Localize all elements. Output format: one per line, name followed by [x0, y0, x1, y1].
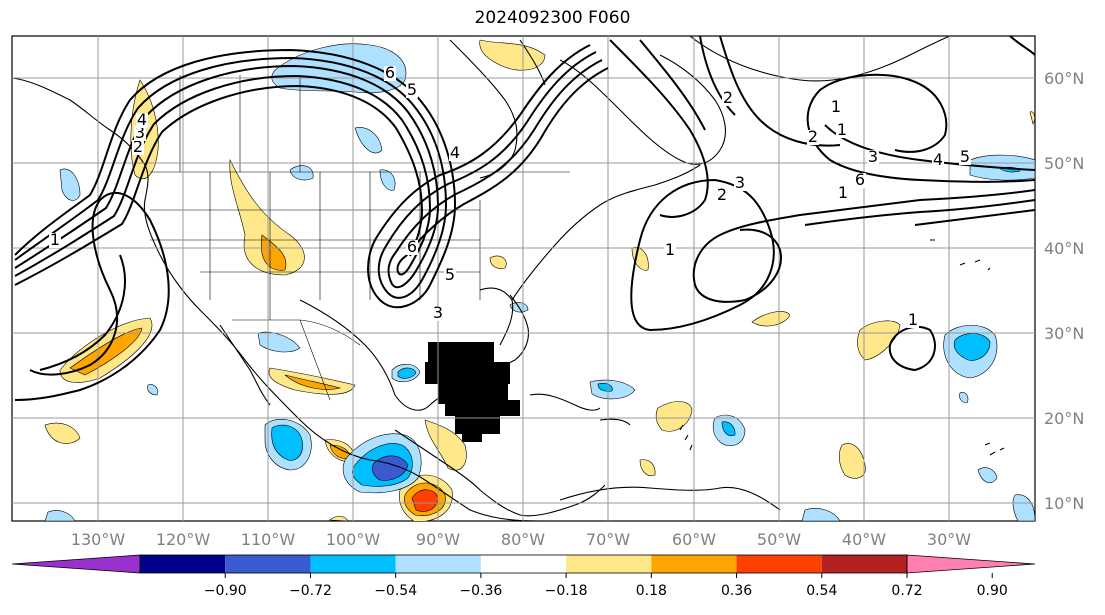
contour-label: 2 [808, 127, 818, 146]
lon-label: 80°W [501, 530, 545, 549]
colorbar-tick-label: −0.54 [374, 583, 417, 599]
colorbar-swatch [480, 555, 567, 573]
colorbar-swatch [310, 555, 396, 573]
contour-label: 5 [445, 265, 455, 284]
contour-label: 6 [385, 63, 395, 82]
colorbar-swatch [225, 555, 311, 573]
contour-label: 5 [407, 80, 417, 99]
lon-label: 100°W [326, 530, 381, 549]
contour-label: 4 [450, 143, 460, 162]
lon-label: 30°W [927, 530, 971, 549]
political-borders [150, 75, 570, 401]
contour-label: 2 [717, 185, 727, 204]
colorbar-tick-label: 0.90 [977, 583, 1008, 599]
coastlines [12, 36, 1005, 521]
lat-label: 30°N [1044, 324, 1084, 343]
lon-label: 90°W [416, 530, 460, 549]
colorbar-swatch [651, 555, 737, 573]
contour-label: 3 [135, 123, 145, 142]
contour-label: 4 [137, 110, 147, 129]
contour-label: 4 [933, 150, 943, 169]
colorbar-tick-label: 0.72 [891, 583, 922, 599]
contour-label: 1 [837, 120, 847, 139]
lon-label: 40°W [842, 530, 886, 549]
contour-label: 1 [665, 240, 675, 259]
colorbar-swatch [395, 555, 481, 573]
contour-label: 1 [50, 230, 60, 249]
lon-label: 120°W [156, 530, 211, 549]
colorbar-tick-label: 0.36 [721, 583, 752, 599]
contour-label: 3 [433, 303, 443, 322]
colorbar-tick-label: −0.36 [459, 583, 502, 599]
map-title: 2024092300 F060 [474, 8, 631, 28]
marker-cluster [425, 342, 520, 442]
shaded-anomalies [44, 39, 1035, 521]
lon-label: 70°W [586, 530, 630, 549]
lat-label: 40°N [1044, 239, 1084, 258]
colorbar-tick-label: −0.90 [204, 583, 247, 599]
longitude-labels: 130°W 120°W 110°W 100°W 90°W 80°W 70°W 60°W 50°W… [71, 530, 971, 549]
contour-label: 1 [838, 183, 848, 202]
lon-label: 130°W [71, 530, 126, 549]
lon-label: 110°W [241, 530, 296, 549]
latitude-labels: 60°N 50°N 40°N 30°N 20°N 10°N [1044, 69, 1084, 513]
contour-label: 6 [407, 237, 417, 256]
contour-label: 3 [868, 147, 878, 166]
contour-label: 3 [735, 173, 745, 192]
contour-label: 1 [831, 97, 841, 116]
colorbar-swatch [736, 555, 822, 573]
colorbar: −0.90 −0.72 −0.54 −0.36 −0.18 0.18 0.36 0.54 0.7… [11, 554, 1036, 599]
contour-label: 5 [960, 147, 970, 166]
lat-label: 60°N [1044, 69, 1084, 88]
lon-label: 50°W [757, 530, 801, 549]
contour-label: 2 [723, 88, 733, 107]
colorbar-tick-label: −0.72 [289, 583, 332, 599]
colorbar-swatch [566, 555, 652, 573]
lat-label: 20°N [1044, 409, 1084, 428]
colorbar-tick-label: 0.54 [806, 583, 837, 599]
colorbar-swatch [140, 555, 226, 573]
contour-label: 2 [133, 137, 143, 156]
colorbar-tick-label: 0.18 [636, 583, 667, 599]
contour-label: 1 [908, 310, 918, 329]
colorbar-extend-low [11, 554, 141, 574]
lat-label: 10°N [1044, 494, 1084, 513]
colorbar-extend-high [906, 554, 1036, 574]
lat-label: 50°N [1044, 154, 1084, 173]
lon-label: 60°W [672, 530, 716, 549]
colorbar-tick-label: −0.18 [545, 583, 588, 599]
contour-label: 6 [855, 170, 865, 189]
colorbar-swatch [821, 555, 907, 573]
